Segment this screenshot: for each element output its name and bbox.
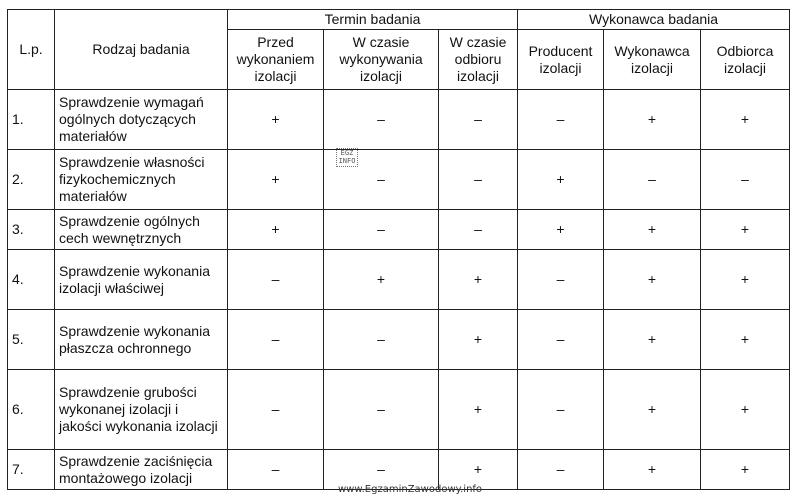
- row-name: Sprawdzenie własności fizykochemicznych …: [54, 149, 228, 210]
- header-w-czasie-wykonywania: W czasie wykonywania izolacji: [323, 29, 439, 90]
- table-row: 3. Sprawdzenie ogólnych cech wewnętrznyc…: [7, 209, 791, 250]
- row-name: Sprawdzenie zaciśnięcia montażowego izol…: [54, 449, 228, 490]
- row-number: 4.: [7, 249, 55, 310]
- row-name: Sprawdzenie wykonania płaszcza ochronneg…: [54, 309, 228, 370]
- row-number: 7.: [7, 449, 55, 490]
- row-name: Sprawdzenie grubości wykonanej izolacji …: [54, 369, 228, 450]
- row-number: 1.: [7, 89, 55, 150]
- header-lp: L.p.: [7, 9, 55, 90]
- table-row: 2. Sprawdzenie własności fizykochemiczny…: [7, 149, 791, 210]
- row-number: 6.: [7, 369, 55, 450]
- mark-cell: +: [437, 369, 519, 450]
- table-row: 4. Sprawdzenie wykonania izolacji właści…: [7, 249, 791, 310]
- mark-cell: +: [603, 209, 702, 250]
- header-wykonawca: Wykonawca izolacji: [603, 29, 702, 90]
- mark-cell: –: [517, 309, 605, 370]
- mark-cell: –: [323, 449, 439, 490]
- row-number: 3.: [7, 209, 55, 250]
- mark-cell: –: [323, 369, 439, 450]
- mark-cell: +: [603, 249, 702, 310]
- mark-cell: –: [227, 369, 324, 450]
- mark-cell: –: [323, 149, 439, 210]
- mark-cell: +: [323, 249, 439, 310]
- header-rodzaj-badania: Rodzaj badania: [54, 9, 228, 90]
- mark-cell: –: [437, 209, 519, 250]
- mark-cell: +: [700, 209, 791, 250]
- mark-cell: –: [323, 209, 439, 250]
- row-name: Sprawdzenie wymagań ogólnych dotyczących…: [54, 89, 228, 150]
- mark-cell: +: [603, 449, 702, 490]
- mark-cell: –: [437, 89, 519, 150]
- mark-cell: –: [227, 309, 324, 370]
- inspection-table: L.p. Rodzaj badania Termin badania Wykon…: [7, 9, 791, 490]
- mark-cell: –: [517, 369, 605, 450]
- mark-cell: –: [227, 249, 324, 310]
- mark-cell: –: [517, 89, 605, 150]
- mark-cell: +: [227, 149, 324, 210]
- header-termin-badania: Termin badania: [226, 9, 519, 30]
- mark-cell: +: [603, 89, 702, 150]
- header-odbiorca: Odbiorca izolacji: [700, 29, 791, 90]
- table-row: 1. Sprawdzenie wymagań ogólnych dotycząc…: [7, 89, 791, 150]
- row-name: Sprawdzenie wykonania izolacji właściwej: [54, 249, 228, 310]
- watermark-logo: EGZ INFO: [336, 148, 358, 167]
- footer-url: www.EgzaminZawodowy.info: [338, 484, 483, 495]
- mark-cell: +: [227, 209, 324, 250]
- mark-cell: +: [603, 369, 702, 450]
- mark-cell: –: [603, 149, 702, 210]
- mark-cell: +: [603, 309, 702, 370]
- row-number: 2.: [7, 149, 55, 210]
- mark-cell: –: [323, 309, 439, 370]
- mark-cell: +: [517, 149, 605, 210]
- mark-cell: –: [517, 449, 605, 490]
- row-name: Sprawdzenie ogólnych cech wewnętrznych: [54, 209, 228, 250]
- mark-cell: –: [323, 89, 439, 150]
- mark-cell: +: [700, 449, 791, 490]
- header-w-czasie-odbioru: W czasie odbioru izolacji: [437, 29, 519, 90]
- mark-cell: –: [700, 149, 791, 210]
- mark-cell: +: [517, 209, 605, 250]
- mark-cell: +: [700, 369, 791, 450]
- table-row: 7. Sprawdzenie zaciśnięcia montażowego i…: [7, 449, 791, 490]
- mark-cell: +: [700, 89, 791, 150]
- mark-cell: +: [700, 249, 791, 310]
- header-producent: Producent izolacji: [517, 29, 605, 90]
- mark-cell: +: [437, 449, 519, 490]
- mark-cell: –: [227, 449, 324, 490]
- header-wykonawca-badania: Wykonawca badania: [517, 9, 791, 30]
- mark-cell: +: [437, 249, 519, 310]
- mark-cell: +: [437, 309, 519, 370]
- header-przed-wykonaniem: Przed wykonaniem izolacji: [227, 29, 324, 90]
- mark-cell: +: [700, 309, 791, 370]
- mark-cell: +: [227, 89, 324, 150]
- table-row: 6. Sprawdzenie grubości wykonanej izolac…: [7, 369, 791, 450]
- mark-cell: –: [437, 149, 519, 210]
- table-row: 5. Sprawdzenie wykonania płaszcza ochron…: [7, 309, 791, 370]
- row-number: 5.: [7, 309, 55, 370]
- mark-cell: –: [517, 249, 605, 310]
